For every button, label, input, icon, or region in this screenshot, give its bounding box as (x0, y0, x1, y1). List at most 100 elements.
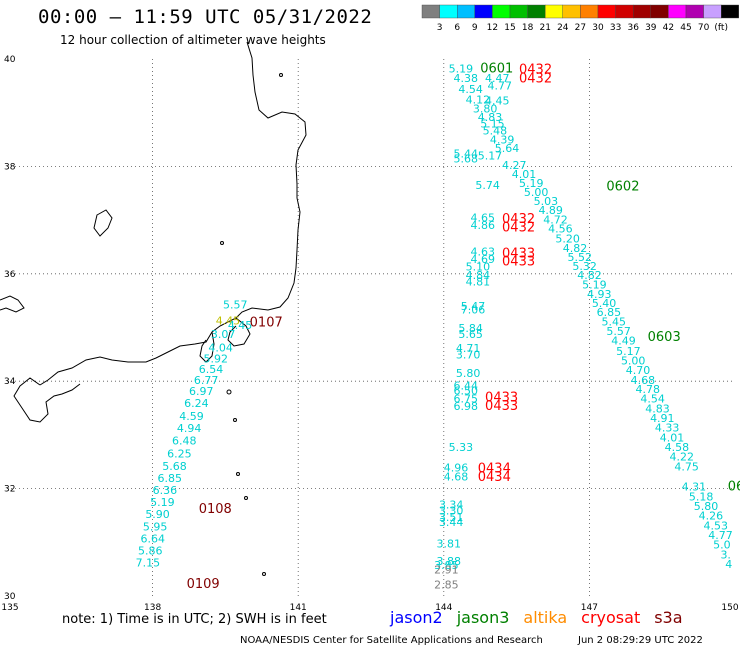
pass-time-label: 0107 (250, 315, 283, 330)
swh-value: 4.54 (458, 83, 483, 96)
pass-time-label: 0433 (502, 247, 535, 262)
scale-swatch (492, 4, 511, 19)
lat-tick-label: 34 (4, 377, 16, 387)
swh-value: 5.80 (456, 367, 481, 380)
swh-value: 5.00 (621, 355, 646, 368)
lon-tick-label: 150 (721, 603, 738, 612)
swh-value: 6.75 (454, 393, 479, 406)
swh-value: 5.52 (568, 251, 593, 264)
swh-value: 5.44 (454, 147, 479, 160)
swh-value: 4.81 (466, 276, 491, 289)
swh-value: 5.19 (150, 496, 175, 509)
swh-value: 5.84 (458, 322, 483, 335)
swh-value: 6.64 (140, 532, 165, 545)
scale-label: 70 (698, 23, 710, 33)
generation-time: Jun 2 08:29:29 UTC 2022 (578, 635, 703, 646)
scale-swatch (457, 4, 476, 19)
swh-value: 5.90 (145, 508, 170, 521)
swh-value: 4.68 (444, 471, 469, 484)
swh-value: 5.19 (449, 62, 474, 75)
scale-label: 27 (575, 23, 586, 33)
lon-tick-label: 141 (290, 603, 307, 612)
swh-value: 5.15 (480, 118, 505, 131)
pass-time-label: 0432 (519, 62, 552, 77)
scale-label: 33 (610, 23, 621, 33)
pass-time-label: 0434 (478, 470, 511, 485)
pass-times: 0601 043204320602043204320433043301070603… (187, 61, 740, 592)
island (279, 73, 283, 77)
swh-value: 4.26 (699, 510, 724, 523)
pass-time-label: 0432 (502, 220, 535, 235)
map-title: 00:00 – 11:59 UTC 05/31/2022 (38, 6, 373, 28)
swh-value: 4.84 (466, 269, 491, 282)
coastline (0, 41, 307, 576)
scale-swatch (439, 4, 458, 19)
scale-swatch (562, 4, 581, 19)
pass-time-label: 0432 (502, 212, 535, 227)
lon-tick-label: 147 (581, 603, 598, 612)
scale-label: 18 (522, 23, 534, 33)
pass-time-label: 0601 (480, 61, 513, 76)
swh-value: 4.91 (650, 412, 675, 425)
swh-value: 3.51 (439, 511, 464, 524)
swh-value: 4.45 (216, 314, 241, 327)
color-scale: 3 6 9 12 15 18 21 24 27 30 33 36 39 42 45 70 (ft) (421, 4, 740, 33)
lon-tick-label: 138 (144, 603, 161, 612)
lat-tick-label: 40 (4, 55, 16, 65)
scale-swatch (668, 4, 687, 19)
swh-value: 4.77 (487, 80, 512, 93)
legend-jason2: jason2 (390, 608, 443, 627)
scale-swatch (474, 4, 493, 19)
swh-value: 7.06 (461, 304, 486, 317)
lat-lon-grid (7, 59, 735, 596)
island (220, 241, 224, 245)
swh-value: 6.36 (153, 484, 178, 497)
swh-value: 4.63 (470, 246, 495, 259)
scale-swatch (580, 4, 599, 19)
island (262, 572, 266, 576)
swh-value: 2.85 (434, 578, 459, 591)
swh-value: 5.17 (616, 345, 641, 358)
swh-value: 5.86 (138, 545, 163, 558)
swh-value: 4.77 (708, 529, 733, 542)
wave-height-map: 3 6 9 12 15 18 21 24 27 30 33 36 39 42 45 70 (ft) 135 138… (0, 4, 740, 612)
swh-value: 3.85 (434, 559, 459, 572)
swh-value: 6.50 (454, 385, 479, 398)
swh-value: 3.07 (211, 328, 236, 341)
swh-value: 4.65 (470, 212, 495, 225)
swh-value: 5.64 (495, 142, 520, 155)
swh-value: 6.97 (189, 385, 214, 398)
swh-value: 5.20 (555, 233, 580, 246)
lat-tick-label: 32 (4, 485, 15, 495)
swh-value: 5.17 (478, 149, 503, 162)
swh-value: 4.47 (485, 72, 510, 85)
scale-label: (ft) (714, 23, 728, 33)
scale-swatch (685, 4, 704, 19)
swh-value: 4.89 (538, 204, 563, 217)
swh-value: 4.83 (478, 111, 503, 124)
swh-value: 4.54 (640, 393, 665, 406)
swh-value: 4.72 (543, 213, 568, 226)
swh-value: 6.25 (167, 447, 192, 460)
swh-value: 3.80 (473, 103, 498, 116)
swh-value: 5.74 (475, 179, 500, 192)
swh-value: 5.68 (454, 153, 479, 166)
swh-value: 4.58 (665, 441, 690, 454)
units-note: note: 1) Time is in UTC; 2) SWH is in fe… (62, 612, 327, 627)
scale-label: 6 (454, 23, 460, 33)
swh-value: 6.54 (199, 363, 224, 376)
swh-value: 6.85 (157, 472, 182, 485)
swh-value: 5.19 (519, 177, 544, 190)
swh-value: 4.04 (208, 342, 233, 355)
swh-value: 5.00 (524, 186, 549, 199)
swh-values: 5.194.38 4.474.774.544.124.453.804.835.15… (136, 62, 733, 591)
honshu-coastline (39, 41, 307, 386)
swh-value: 5.18 (689, 490, 714, 503)
swh-value: 7.15 (136, 556, 161, 569)
island (226, 389, 232, 395)
swh-value: 4.27 (502, 159, 527, 172)
swh-value: 4.94 (177, 422, 202, 435)
island (233, 418, 237, 422)
scale-swatch (509, 4, 528, 19)
swh-value: 4.56 (548, 222, 573, 235)
